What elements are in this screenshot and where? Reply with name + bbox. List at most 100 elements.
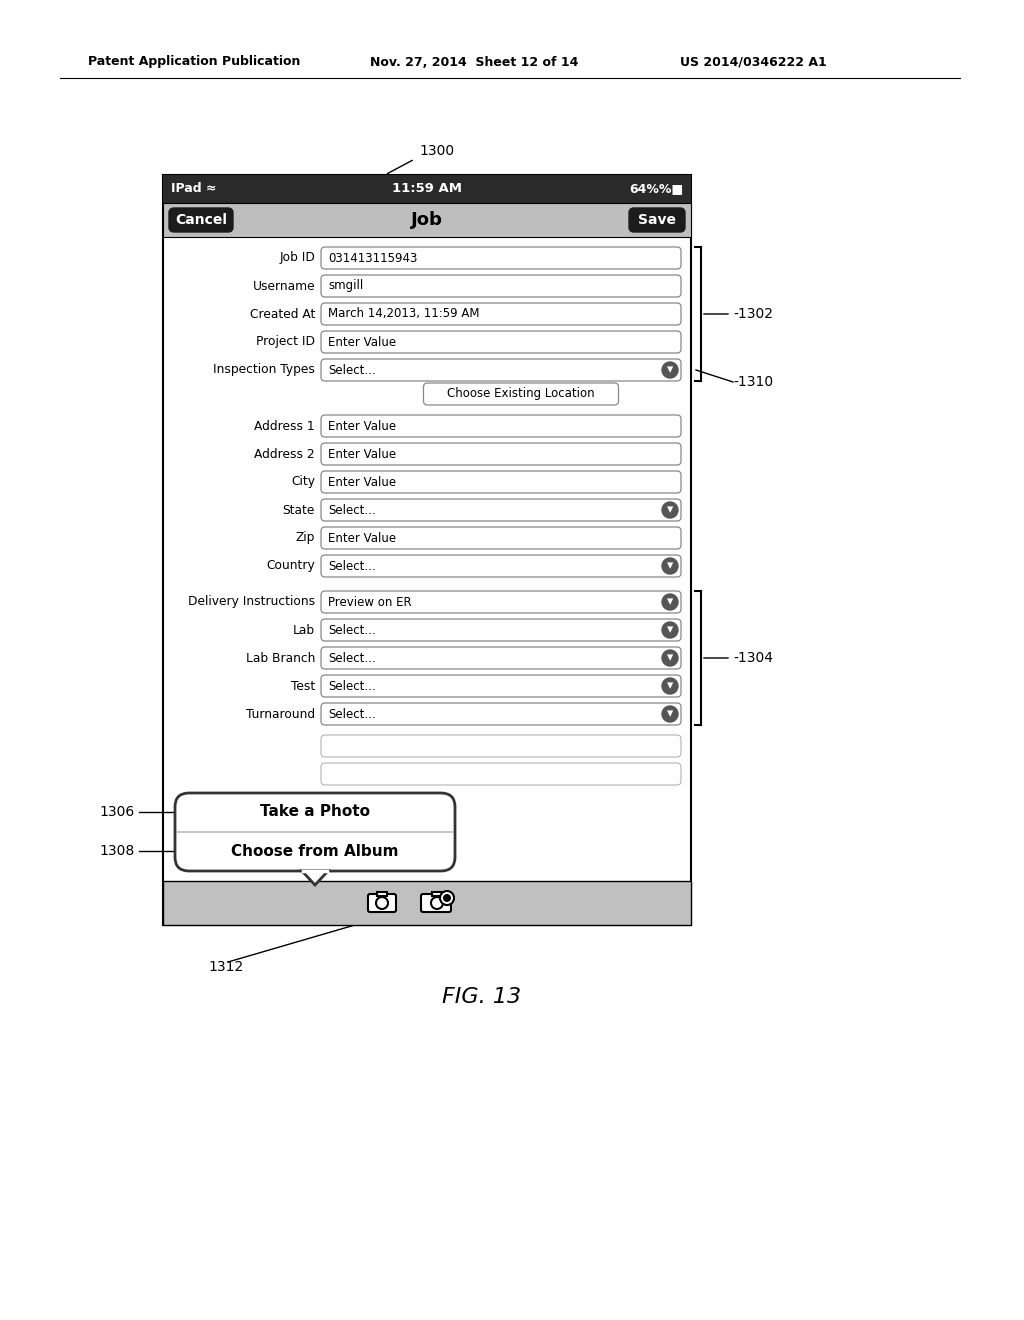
FancyBboxPatch shape xyxy=(424,383,618,405)
Text: Username: Username xyxy=(252,280,315,293)
Text: Select...: Select... xyxy=(328,503,376,516)
Text: ▾: ▾ xyxy=(667,503,673,516)
FancyBboxPatch shape xyxy=(321,247,681,269)
FancyBboxPatch shape xyxy=(321,359,681,381)
FancyBboxPatch shape xyxy=(321,527,681,549)
Text: Enter Value: Enter Value xyxy=(328,420,396,433)
FancyBboxPatch shape xyxy=(629,209,685,232)
Circle shape xyxy=(662,594,678,610)
Text: Select...: Select... xyxy=(328,363,376,376)
FancyBboxPatch shape xyxy=(321,304,681,325)
Text: Save: Save xyxy=(638,213,676,227)
Text: Nov. 27, 2014  Sheet 12 of 14: Nov. 27, 2014 Sheet 12 of 14 xyxy=(370,55,579,69)
Text: 1308: 1308 xyxy=(99,843,134,858)
Text: Select...: Select... xyxy=(328,560,376,573)
Text: Cancel: Cancel xyxy=(175,213,227,227)
Text: ▾: ▾ xyxy=(667,680,673,693)
Text: -1310: -1310 xyxy=(733,375,773,389)
Text: ▾: ▾ xyxy=(667,363,673,376)
FancyBboxPatch shape xyxy=(321,499,681,521)
Text: Zip: Zip xyxy=(296,532,315,544)
FancyBboxPatch shape xyxy=(321,275,681,297)
Text: Enter Value: Enter Value xyxy=(328,335,396,348)
Circle shape xyxy=(662,502,678,517)
Text: City: City xyxy=(291,475,315,488)
Circle shape xyxy=(662,362,678,378)
Text: March 14,2013, 11:59 AM: March 14,2013, 11:59 AM xyxy=(328,308,479,321)
Text: Select...: Select... xyxy=(328,652,376,664)
Text: smgill: smgill xyxy=(328,280,364,293)
Text: Inspection Types: Inspection Types xyxy=(213,363,315,376)
Text: 64%%■: 64%%■ xyxy=(629,182,683,195)
Circle shape xyxy=(440,891,454,906)
Text: Delivery Instructions: Delivery Instructions xyxy=(187,595,315,609)
FancyBboxPatch shape xyxy=(321,554,681,577)
Text: Preview on ER: Preview on ER xyxy=(328,595,412,609)
Polygon shape xyxy=(302,871,328,884)
Text: Select...: Select... xyxy=(328,623,376,636)
Text: Job ID: Job ID xyxy=(280,252,315,264)
Text: ▾: ▾ xyxy=(667,623,673,636)
Text: Turnaround: Turnaround xyxy=(246,708,315,721)
Circle shape xyxy=(662,706,678,722)
Text: ▾: ▾ xyxy=(667,708,673,721)
FancyBboxPatch shape xyxy=(321,619,681,642)
Text: Created At: Created At xyxy=(250,308,315,321)
Text: ▾: ▾ xyxy=(667,652,673,664)
FancyBboxPatch shape xyxy=(321,763,681,785)
Bar xyxy=(163,203,691,238)
Text: Enter Value: Enter Value xyxy=(328,447,396,461)
FancyBboxPatch shape xyxy=(321,444,681,465)
Text: Job: Job xyxy=(411,211,443,228)
FancyBboxPatch shape xyxy=(321,647,681,669)
Text: Enter Value: Enter Value xyxy=(328,532,396,544)
Text: State: State xyxy=(283,503,315,516)
Text: Address 1: Address 1 xyxy=(254,420,315,433)
Text: -1302: -1302 xyxy=(733,308,773,321)
Text: -1304: -1304 xyxy=(733,651,773,665)
Text: Choose Existing Location: Choose Existing Location xyxy=(447,388,595,400)
FancyBboxPatch shape xyxy=(169,209,233,232)
Bar xyxy=(163,880,691,925)
Circle shape xyxy=(662,622,678,638)
FancyBboxPatch shape xyxy=(368,894,396,912)
FancyBboxPatch shape xyxy=(321,735,681,756)
FancyBboxPatch shape xyxy=(321,331,681,352)
Bar xyxy=(163,176,691,925)
Text: Lab: Lab xyxy=(293,623,315,636)
Bar xyxy=(377,892,387,896)
Circle shape xyxy=(662,649,678,667)
Text: Lab Branch: Lab Branch xyxy=(246,652,315,664)
Text: Take a Photo: Take a Photo xyxy=(260,804,370,820)
Text: Choose from Album: Choose from Album xyxy=(231,843,398,858)
Bar xyxy=(432,892,442,896)
Text: US 2014/0346222 A1: US 2014/0346222 A1 xyxy=(680,55,826,69)
Circle shape xyxy=(376,898,388,909)
Text: ▾: ▾ xyxy=(667,560,673,573)
FancyBboxPatch shape xyxy=(321,591,681,612)
Circle shape xyxy=(662,678,678,694)
FancyBboxPatch shape xyxy=(321,471,681,492)
Text: Select...: Select... xyxy=(328,680,376,693)
Text: 031413115943: 031413115943 xyxy=(328,252,418,264)
Circle shape xyxy=(662,558,678,574)
Text: Address 2: Address 2 xyxy=(254,447,315,461)
Text: Enter Value: Enter Value xyxy=(328,475,396,488)
Circle shape xyxy=(443,894,451,902)
FancyBboxPatch shape xyxy=(421,894,451,912)
FancyBboxPatch shape xyxy=(321,675,681,697)
FancyBboxPatch shape xyxy=(321,704,681,725)
Text: Test: Test xyxy=(291,680,315,693)
Text: ▾: ▾ xyxy=(667,595,673,609)
Text: 1300: 1300 xyxy=(420,144,455,158)
Text: Country: Country xyxy=(266,560,315,573)
Text: Patent Application Publication: Patent Application Publication xyxy=(88,55,300,69)
Text: Project ID: Project ID xyxy=(256,335,315,348)
Text: 1306: 1306 xyxy=(99,805,134,818)
Text: 1312: 1312 xyxy=(208,960,244,974)
FancyBboxPatch shape xyxy=(175,793,455,871)
Bar xyxy=(163,176,691,203)
Text: FIG. 13: FIG. 13 xyxy=(442,987,521,1007)
Circle shape xyxy=(431,898,443,909)
Text: IPad ≈: IPad ≈ xyxy=(171,182,216,195)
